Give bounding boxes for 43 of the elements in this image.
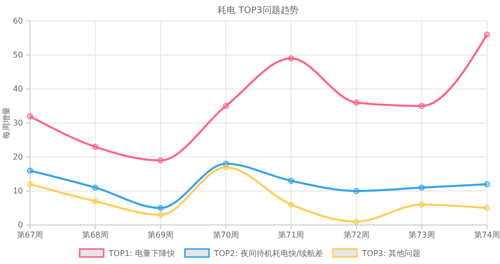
point bbox=[26, 181, 34, 188]
y-tick-label: 20 bbox=[12, 152, 23, 162]
point bbox=[158, 157, 164, 164]
point bbox=[418, 202, 425, 208]
point bbox=[418, 102, 425, 110]
y-axis-title: 每周增量 bbox=[2, 107, 11, 139]
point bbox=[92, 198, 98, 204]
point bbox=[484, 181, 490, 188]
x-tick-label: 第70周 bbox=[212, 230, 239, 240]
point bbox=[288, 202, 294, 208]
y-tick-label: 0 bbox=[18, 220, 23, 230]
point bbox=[222, 164, 229, 170]
x-tick-label: 第67周 bbox=[16, 230, 44, 240]
x-tick-label: 第73周 bbox=[408, 230, 435, 240]
y-tick-label: 60 bbox=[12, 16, 23, 26]
point bbox=[353, 188, 360, 194]
point bbox=[92, 144, 98, 150]
x-tick-label: 第71周 bbox=[278, 230, 304, 240]
legend-label: TOP1: 电量下降快 bbox=[108, 249, 175, 258]
x-tick-label: 第69周 bbox=[147, 230, 174, 240]
point bbox=[353, 218, 360, 225]
legend-label: TOP3: 其他问题 bbox=[361, 249, 420, 258]
y-tick-label: 50 bbox=[12, 50, 23, 60]
point bbox=[92, 184, 98, 191]
legend-label: TOP2: 夜间待机耗电快/续航差 bbox=[212, 249, 324, 258]
point bbox=[288, 55, 294, 62]
point bbox=[222, 102, 229, 110]
x-tick-label: 第74周 bbox=[474, 230, 500, 240]
point bbox=[288, 178, 294, 184]
point bbox=[353, 100, 360, 106]
y-tick-label: 10 bbox=[12, 186, 23, 196]
point bbox=[484, 32, 490, 38]
x-tick-label: 第68周 bbox=[82, 230, 108, 240]
point bbox=[158, 212, 164, 218]
point bbox=[26, 168, 34, 174]
point bbox=[418, 184, 425, 191]
x-tick-label: 第72周 bbox=[343, 230, 370, 240]
point bbox=[484, 204, 490, 212]
y-tick-label: 40 bbox=[12, 84, 23, 94]
point bbox=[26, 113, 34, 120]
y-tick-label: 30 bbox=[12, 118, 23, 128]
chart-title: 耗电 TOP3问题趋势 bbox=[218, 5, 298, 16]
point bbox=[158, 204, 164, 212]
